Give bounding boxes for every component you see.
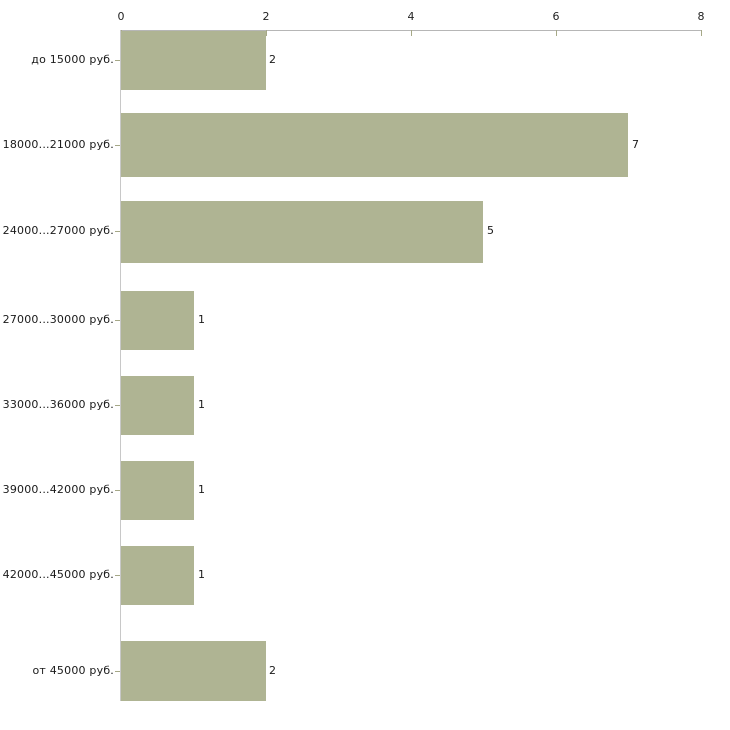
y-tick-0	[115, 60, 120, 61]
bar-value-1: 7	[632, 138, 639, 151]
x-tick-label-3: 6	[552, 10, 560, 23]
bar-4[interactable]	[121, 376, 194, 435]
category-label-5: 39000...42000 руб.	[2, 483, 114, 496]
y-tick-7	[115, 671, 120, 672]
bar-6[interactable]	[121, 546, 194, 605]
bar-3[interactable]	[121, 291, 194, 350]
bar-value-3: 1	[198, 313, 205, 326]
bar-5[interactable]	[121, 461, 194, 520]
y-tick-3	[115, 320, 120, 321]
category-label-0: до 15000 руб.	[31, 53, 114, 66]
x-tick-3	[556, 30, 557, 36]
bar-1[interactable]	[121, 113, 628, 177]
x-tick-label-4: 8	[697, 10, 705, 23]
bar-0[interactable]	[121, 31, 266, 90]
bar-2[interactable]	[121, 201, 483, 263]
y-tick-2	[115, 231, 120, 232]
category-label-1: 18000...21000 руб.	[2, 138, 114, 151]
x-tick-label-2: 4	[407, 10, 415, 23]
bar-value-0: 2	[269, 53, 276, 66]
x-tick-4	[701, 30, 702, 36]
y-tick-4	[115, 405, 120, 406]
category-label-3: 27000...30000 руб.	[2, 313, 114, 326]
y-tick-1	[115, 145, 120, 146]
bar-value-4: 1	[198, 398, 205, 411]
y-tick-5	[115, 490, 120, 491]
category-label-6: 42000...45000 руб.	[2, 568, 114, 581]
bar-value-5: 1	[198, 483, 205, 496]
category-label-7: от 45000 руб.	[32, 664, 114, 677]
x-tick-label-1: 2	[262, 10, 270, 23]
x-tick-label-0: 0	[117, 10, 125, 23]
x-tick-2	[411, 30, 412, 36]
category-label-4: 33000...36000 руб.	[2, 398, 114, 411]
y-axis-line	[120, 30, 121, 701]
x-tick-1	[266, 30, 267, 36]
category-label-2: 24000...27000 руб.	[2, 224, 114, 237]
bar-value-6: 1	[198, 568, 205, 581]
bar-value-7: 2	[269, 664, 276, 677]
bar-7[interactable]	[121, 641, 266, 701]
y-tick-6	[115, 575, 120, 576]
bar-value-2: 5	[487, 224, 494, 237]
